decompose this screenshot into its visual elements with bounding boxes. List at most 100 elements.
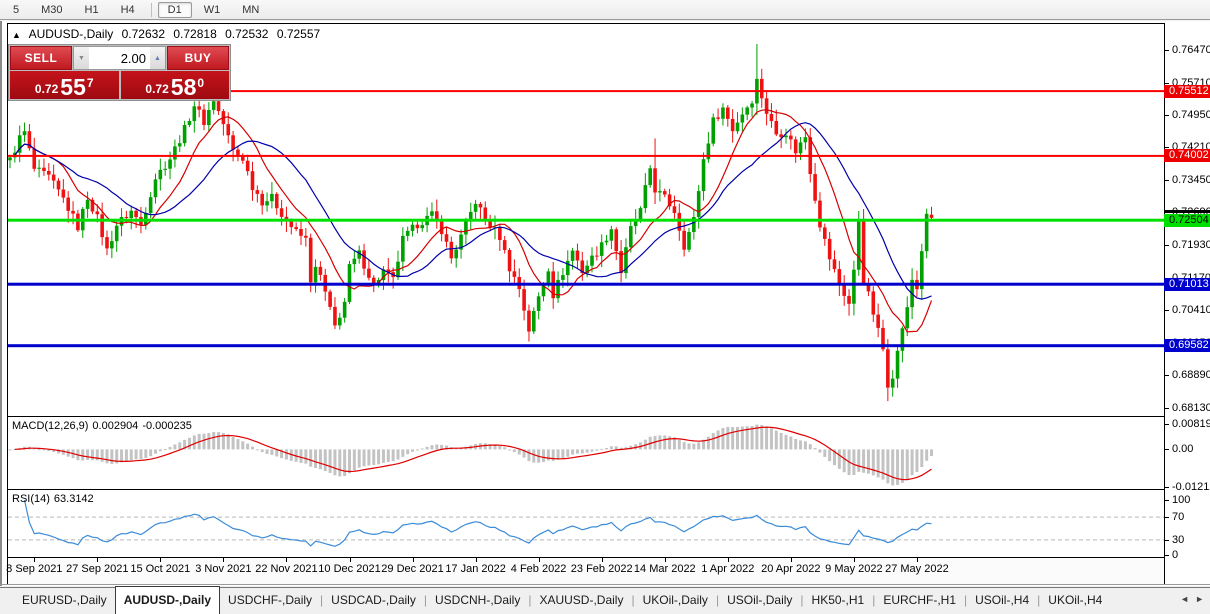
- price-axis[interactable]: 0.764700.757100.749500.742100.734500.726…: [1164, 22, 1210, 584]
- date-tick: [97, 558, 99, 562]
- buy-price-button[interactable]: 0.72 58 0: [120, 71, 229, 100]
- rsi-label: RSI(14) 63.3142: [12, 493, 94, 505]
- date-tick: [349, 558, 351, 562]
- sell-price-pip: 7: [86, 76, 94, 90]
- timeframe-button-D1[interactable]: D1: [157, 1, 192, 18]
- tab-separator: |: [423, 593, 427, 607]
- volume-increase-button[interactable]: ▲: [150, 47, 165, 69]
- date-label: 3 Nov 2021: [195, 563, 252, 575]
- rsi-canvas[interactable]: [8, 490, 1164, 557]
- date-tick: [286, 558, 288, 562]
- tab-symbol-HK50-H1[interactable]: HK50-,H1: [811, 593, 865, 607]
- date-label: 27 Sep 2021: [66, 563, 129, 575]
- macd-axis-label: -0.012121: [1172, 481, 1210, 493]
- one-click-trading-panel: SELL ▼ ▲ BUY 0.72 55 7 0.72 58 0: [8, 44, 231, 101]
- tab-symbol-USDCHF-Daily[interactable]: USDCHF-,Daily: [228, 593, 313, 607]
- timeframe-button-H1[interactable]: H1: [84, 3, 99, 16]
- panel-separator: [7, 416, 1208, 417]
- price-tick-label: 0.74950: [1172, 109, 1210, 122]
- date-label: 10 Dec 2021: [318, 563, 381, 575]
- date-tick: [664, 558, 666, 562]
- trade-panel-toggle-icon[interactable]: ▲: [12, 30, 21, 40]
- date-tick: [916, 558, 918, 562]
- date-tick: [412, 558, 414, 562]
- tab-scroll-right-button[interactable]: ►: [1195, 594, 1204, 604]
- volume-input[interactable]: [89, 47, 150, 69]
- tab-symbol-UKOil-Daily[interactable]: UKOil-,Daily: [642, 593, 708, 607]
- last-price-marker: [1164, 210, 1210, 213]
- date-label: 20 Apr 2022: [761, 563, 821, 575]
- price-tick: [1164, 244, 1169, 246]
- price-tick: [1164, 310, 1169, 312]
- price-level-badge: 0.74002: [1164, 149, 1210, 163]
- rsi-axis-tick: [1164, 500, 1169, 501]
- date-label: 8 Sep 2021: [6, 563, 63, 575]
- price-tick: [1164, 82, 1169, 84]
- price-tick-label: 0.70410: [1172, 304, 1210, 317]
- tab-separator: |: [320, 593, 324, 607]
- rsi-axis-label: 100: [1172, 494, 1191, 506]
- date-tick: [853, 558, 855, 562]
- date-label: 1 Apr 2022: [701, 563, 755, 575]
- tab-symbol-EURCHF-H1[interactable]: EURCHF-,H1: [883, 593, 957, 607]
- timeframe-button-H4[interactable]: H4: [120, 3, 135, 16]
- tab-symbol-UKOil-H4[interactable]: UKOil-,H4: [1048, 593, 1103, 607]
- sell-price-prefix: 0.72: [34, 82, 59, 96]
- date-axis[interactable]: 8 Sep 2021 27 Sep 2021 15 Oct 2021 3 Nov 20…: [6, 558, 1164, 584]
- date-label: 29 Dec 2021: [381, 563, 444, 575]
- price-level-badge: 0.71013: [1164, 277, 1210, 291]
- panel-separator: [7, 557, 1208, 558]
- timeframe-toolbar: 5 M30 H1 H4 D1 W1 MN: [0, 0, 1210, 20]
- date-label: 22 Nov 2021: [255, 563, 318, 575]
- tab-separator: |: [528, 593, 532, 607]
- rsi-axis-tick: [1164, 517, 1169, 519]
- ohlc-high: 0.72818: [173, 27, 217, 41]
- chart-left-border: [7, 23, 8, 584]
- chart-title: ▲ AUDUSD-,Daily 0.72632 0.72818 0.72532 …: [12, 27, 325, 41]
- buy-button[interactable]: BUY: [167, 46, 229, 70]
- macd-canvas[interactable]: [8, 417, 1164, 489]
- price-tick-label: 0.71930: [1172, 238, 1210, 251]
- axis-divider: [1164, 23, 1165, 584]
- sell-price-button[interactable]: 0.72 55 7: [10, 71, 119, 99]
- tab-symbol-AUDUSD-Daily[interactable]: AUDUSD-,Daily: [114, 586, 221, 614]
- timeframe-button-W1[interactable]: W1: [203, 3, 221, 16]
- sell-button[interactable]: SELL: [10, 46, 72, 70]
- price-tick-label: 0.73450: [1172, 173, 1210, 186]
- tab-scroll-arrows: ◄ ►: [1177, 594, 1207, 604]
- price-tick-label: 0.76470: [1172, 44, 1210, 56]
- timeframe-button-M30[interactable]: M30: [41, 3, 63, 16]
- chart-window: [0, 21, 1210, 586]
- chart-canvas[interactable]: [8, 24, 1164, 416]
- volume-decrease-button[interactable]: ▼: [74, 47, 89, 69]
- window-bottom-edge: [0, 584, 1210, 585]
- buy-price-prefix: 0.72: [145, 82, 169, 96]
- ohlc-close: 0.72557: [276, 27, 321, 41]
- panel-separator: [7, 489, 1208, 490]
- date-label: 4 Feb 2022: [510, 563, 567, 575]
- price-tick: [1164, 50, 1169, 51]
- price-tick: [1164, 408, 1169, 409]
- tab-symbol-USDCAD-Daily[interactable]: USDCAD-,Daily: [331, 593, 416, 607]
- date-tick: [475, 558, 477, 562]
- date-tick: [160, 558, 162, 562]
- tab-separator: |: [1037, 593, 1041, 607]
- buy-price-pip: 0: [197, 76, 205, 90]
- tab-separator: |: [872, 593, 876, 607]
- macd-axis-tick: [1164, 449, 1169, 451]
- tab-symbol-USOil-Daily[interactable]: USOil-,Daily: [727, 593, 793, 607]
- tab-symbol-EURUSD-Daily[interactable]: EURUSD-,Daily: [22, 593, 107, 607]
- date-tick: [538, 558, 540, 562]
- buy-price-big: 58: [170, 74, 197, 100]
- tab-scroll-left-button[interactable]: ◄: [1180, 594, 1190, 604]
- timeframe-button-MN[interactable]: MN: [242, 3, 260, 16]
- tab-symbol-USDCNH-Daily[interactable]: USDCNH-,Daily: [434, 593, 521, 607]
- tab-symbol-USOil-H4[interactable]: USOil-,H4: [975, 593, 1030, 607]
- price-tick: [1164, 147, 1169, 148]
- timeframe-button-5[interactable]: 5: [13, 3, 20, 16]
- date-tick: [223, 558, 225, 562]
- tab-separator: |: [964, 593, 968, 607]
- tab-symbol-XAUUSD-Daily[interactable]: XAUUSD-,Daily: [539, 593, 624, 607]
- toolbar-separator: [150, 2, 152, 17]
